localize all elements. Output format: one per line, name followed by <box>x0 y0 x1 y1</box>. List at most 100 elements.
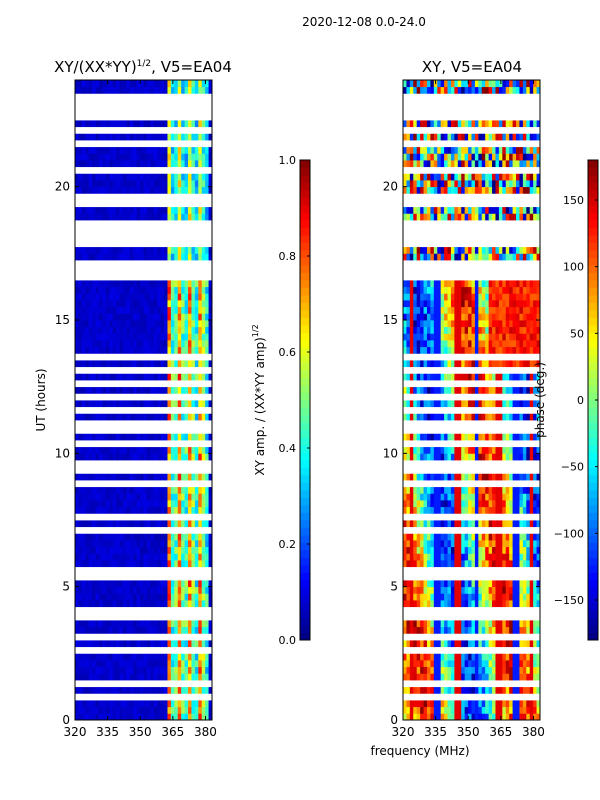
phase-cell <box>457 666 462 674</box>
amp-cell <box>153 280 158 288</box>
amp-cell <box>105 586 110 594</box>
amp-cell <box>75 420 79 428</box>
amp-cell <box>78 540 83 548</box>
amp-cell <box>88 566 93 574</box>
amp-cell <box>122 180 127 188</box>
amp-cell <box>194 133 199 141</box>
phase-cell <box>403 580 407 588</box>
amp-cell <box>116 186 120 194</box>
amp-cell <box>122 166 127 174</box>
amp-cell <box>188 273 192 281</box>
amp-cell <box>188 353 192 361</box>
amp-cell <box>109 640 114 648</box>
amp-cell <box>188 386 192 394</box>
amp-cell <box>184 433 189 441</box>
amp-colorbar-segment <box>300 250 310 258</box>
amp-cell <box>95 80 100 88</box>
amp-cell <box>122 713 127 721</box>
amp-cell <box>146 86 151 94</box>
amp-cell <box>157 486 162 494</box>
amp-cell <box>181 366 185 374</box>
amp-cell <box>88 693 93 701</box>
amp-cell <box>116 520 120 528</box>
amp-cell <box>92 306 96 314</box>
phase-cell <box>416 573 421 581</box>
phase-cell <box>454 546 459 554</box>
amp-cell <box>177 493 182 501</box>
amp-cell <box>143 460 148 468</box>
amp-cell <box>75 486 79 494</box>
amp-cell <box>98 113 103 121</box>
amp-cell <box>184 293 189 301</box>
phase-cell <box>426 666 431 674</box>
amp-cell <box>174 413 179 421</box>
amp-cell <box>116 306 120 314</box>
amp-cell <box>181 153 185 161</box>
amp-cell <box>102 326 107 334</box>
amp-cell <box>146 146 151 154</box>
amp-cell <box>150 500 155 508</box>
phase-cell <box>450 566 455 574</box>
amp-cell <box>75 206 79 214</box>
amp-cell <box>157 346 162 354</box>
amp-cell <box>146 493 151 501</box>
amp-cell <box>129 346 134 354</box>
amp-cell <box>92 286 96 294</box>
amp-cell <box>78 86 83 94</box>
amp-cell <box>184 680 189 688</box>
amp-cell <box>184 200 189 208</box>
phase-cell <box>512 686 517 694</box>
amp-cell <box>143 366 148 374</box>
amp-cell <box>164 633 168 641</box>
amp-cell <box>153 653 158 661</box>
amp-cell <box>146 620 151 628</box>
phase-cell <box>474 640 479 648</box>
amp-cell <box>116 573 120 581</box>
amp-cell <box>167 286 172 294</box>
amp-cell <box>143 146 148 154</box>
amp-cell <box>150 313 155 321</box>
phase-cell <box>526 686 531 694</box>
phase-cell <box>461 666 466 674</box>
amp-cell <box>201 553 206 561</box>
amp-cell <box>136 280 141 288</box>
amp-cell <box>153 520 158 528</box>
amp-cell <box>102 260 107 268</box>
amp-cell <box>188 573 192 581</box>
amp-cell <box>174 486 179 494</box>
phase-cell <box>516 686 520 694</box>
amp-cell <box>184 713 189 721</box>
amp-cell <box>122 586 127 594</box>
amp-cell <box>184 133 189 141</box>
phase-cell <box>450 586 455 594</box>
amp-cell <box>177 653 182 661</box>
phase-cell <box>526 633 531 641</box>
amp-cell <box>150 533 155 541</box>
amp-cell <box>157 500 162 508</box>
phase-cell <box>485 593 490 601</box>
amp-cell <box>191 686 196 694</box>
amp-cell <box>143 286 148 294</box>
amp-cell <box>136 386 141 394</box>
phase-cell <box>403 640 407 648</box>
amp-cell <box>95 360 100 368</box>
amp-cell <box>160 446 165 454</box>
amp-cell <box>119 460 124 468</box>
phase-cell <box>529 640 534 648</box>
amp-cell <box>177 400 182 408</box>
amp-cell <box>98 300 103 308</box>
phase-cell <box>526 693 531 701</box>
amp-cell <box>95 560 100 568</box>
amp-cell <box>133 93 138 101</box>
amp-cell <box>98 573 103 581</box>
amp-cell <box>205 666 209 674</box>
amp-cell <box>184 466 189 474</box>
amp-cell <box>205 440 209 448</box>
amp-cell <box>95 260 100 268</box>
amp-cell <box>109 653 114 661</box>
amp-cell <box>150 540 155 548</box>
amp-cell <box>143 573 148 581</box>
amp-cell <box>85 140 90 148</box>
phase-cell <box>519 573 524 581</box>
amp-cell <box>205 206 209 214</box>
